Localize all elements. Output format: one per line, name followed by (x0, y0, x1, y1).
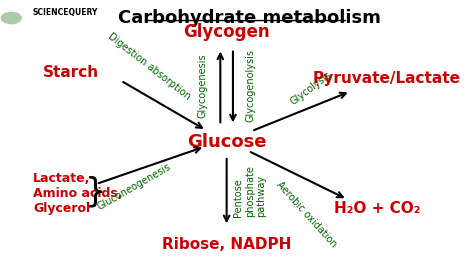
Text: Pentose
phosphate
pathway: Pentose phosphate pathway (233, 165, 266, 217)
Circle shape (1, 13, 21, 24)
Text: Ribose, NADPH: Ribose, NADPH (162, 237, 292, 252)
Text: Glycogenolysis: Glycogenolysis (246, 49, 255, 122)
Text: }: } (85, 175, 106, 208)
Text: SCIENCEQUERY: SCIENCEQUERY (32, 8, 97, 17)
Text: H₂O + CO₂: H₂O + CO₂ (334, 201, 421, 216)
Text: Glucose: Glucose (187, 133, 266, 151)
Text: Carbohydrate metabolism: Carbohydrate metabolism (118, 9, 381, 27)
Text: Glycolysis: Glycolysis (289, 70, 334, 107)
Text: Glycogen: Glycogen (183, 23, 270, 41)
Text: Lactate,
Amino acids,
Glycerol: Lactate, Amino acids, Glycerol (33, 172, 122, 214)
Text: Glycogenesis: Glycogenesis (198, 53, 208, 118)
Text: Gluconeogenesis: Gluconeogenesis (96, 162, 173, 212)
Text: Digestion absorption: Digestion absorption (106, 31, 192, 102)
Text: Pyruvate/Lactate: Pyruvate/Lactate (312, 70, 461, 86)
Text: Aerobic oxidation: Aerobic oxidation (275, 180, 339, 249)
Text: Starch: Starch (43, 65, 99, 80)
